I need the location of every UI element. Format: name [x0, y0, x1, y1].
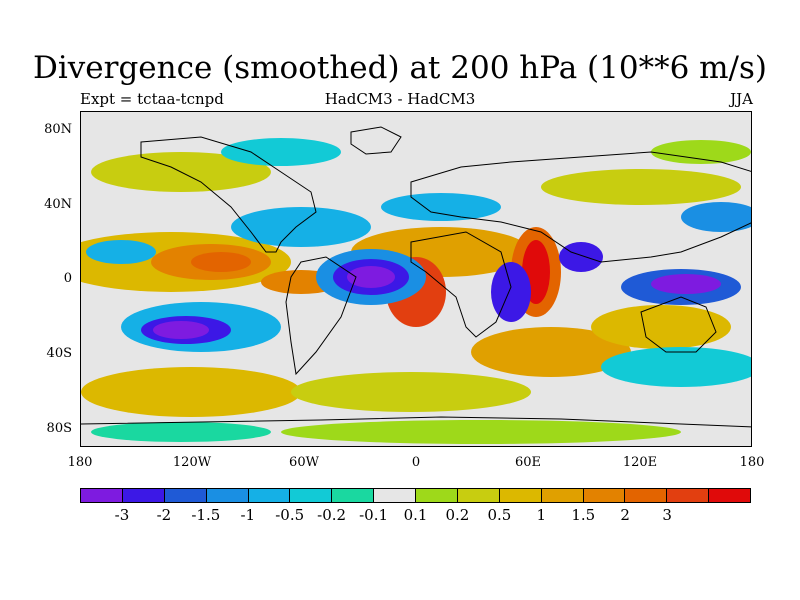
contour-pos02-south-atlantic — [291, 372, 531, 412]
contour-neg01-southern-ocean — [91, 422, 271, 442]
coastline-africa — [410, 231, 512, 338]
contour-pos01-siberia — [651, 140, 751, 164]
colorbar-label: 1.5 — [571, 506, 596, 524]
contour-neg1-northwest-pacific — [681, 202, 751, 232]
contour-pos05-south-pacific — [81, 367, 301, 417]
lat-label-40n: 40N — [44, 197, 72, 212]
colorbar-swatch — [416, 489, 458, 502]
colorbar-label: 0.2 — [445, 506, 470, 524]
colorbar-label: -1.5 — [191, 506, 221, 524]
contour-pos1-south-indian — [471, 327, 631, 377]
lon-label-0: 0 — [411, 455, 421, 470]
colorbar-swatch — [332, 489, 375, 502]
contour-neg05-north-atlantic — [231, 207, 371, 247]
lat-label-40s: 40S — [46, 346, 72, 361]
lon-label-60w: 60W — [289, 455, 319, 470]
contour-neg02-south-indian — [601, 347, 751, 387]
lat-label-80s: 80S — [46, 421, 72, 436]
colorbar-label: -1 — [240, 506, 256, 524]
contour-neg02-arctic — [221, 138, 341, 166]
colorbar-swatch — [499, 489, 542, 502]
colorbar-swatch — [457, 489, 500, 502]
contour-pos05-australia — [591, 305, 731, 349]
contour-pos01-southern-ocean — [281, 420, 681, 444]
coastline-antarctica — [81, 416, 751, 428]
contour-neg3-south-pacific — [153, 321, 209, 339]
colorbar-label: -0.5 — [275, 506, 305, 524]
colorbar-label: -2 — [156, 506, 172, 524]
map-field — [81, 112, 751, 446]
colorbar-swatch — [248, 489, 291, 502]
coastlines — [81, 126, 751, 428]
colorbar-label: 0.1 — [403, 506, 428, 524]
colorbar-swatch — [164, 489, 207, 502]
lat-label-80n: 80N — [44, 122, 72, 137]
contour-neg3-atlantic — [347, 266, 395, 288]
map-title: Divergence (smoothed) at 200 hPa (10**6 … — [33, 50, 767, 86]
colorbar-swatch — [374, 489, 416, 502]
contour-neg2-east-africa — [491, 262, 531, 322]
colorbar-label: 2 — [620, 506, 630, 524]
colorbar-label: 1 — [536, 506, 547, 524]
contour-neg05-europe — [381, 193, 501, 221]
coastline-eurasia — [410, 151, 751, 263]
colorbar-label: 3 — [662, 506, 672, 524]
experiment-label: Expt = tctaa-tcnpd — [80, 90, 224, 108]
lon-label-120w: 120W — [172, 455, 212, 470]
contour-neg2-india — [559, 242, 603, 272]
colorbar-swatch — [583, 489, 626, 502]
colorbar-label: -0.1 — [359, 506, 389, 524]
divergence-map — [80, 111, 752, 447]
contour-neg3-maritime — [651, 274, 721, 294]
colorbar-label: -0.2 — [317, 506, 347, 524]
contour-pos02-asia — [541, 169, 741, 205]
colorbar-swatch — [625, 489, 668, 502]
season-label: JJA — [730, 90, 753, 108]
colorbar-swatch — [206, 489, 249, 502]
lon-label-60e: 60E — [514, 455, 542, 470]
coastline-australia — [640, 296, 717, 353]
colorbar-swatch — [290, 489, 333, 502]
colorbar-swatch — [709, 489, 750, 502]
coastline-north-america — [140, 136, 317, 253]
colorbar-swatch — [81, 489, 123, 502]
colorbar — [80, 488, 751, 503]
model-label: HadCM3 - HadCM3 — [324, 90, 476, 108]
colorbar-swatch — [541, 489, 584, 502]
contour-neg05-west-pacific — [86, 240, 156, 264]
colorbar-swatch — [667, 489, 710, 502]
colorbar-label: -3 — [114, 506, 130, 524]
lon-label-180w: 180 — [67, 455, 93, 470]
colorbar-label: 0.5 — [487, 506, 512, 524]
lon-label-180e: 180 — [739, 455, 765, 470]
contour-pos2-east-pacific — [191, 252, 251, 272]
coastline-south-america — [285, 256, 357, 376]
lon-label-120e: 120E — [622, 455, 658, 470]
lat-label-0: 0 — [63, 271, 72, 286]
colorbar-swatch — [122, 489, 165, 502]
coastline-greenland — [350, 126, 402, 155]
